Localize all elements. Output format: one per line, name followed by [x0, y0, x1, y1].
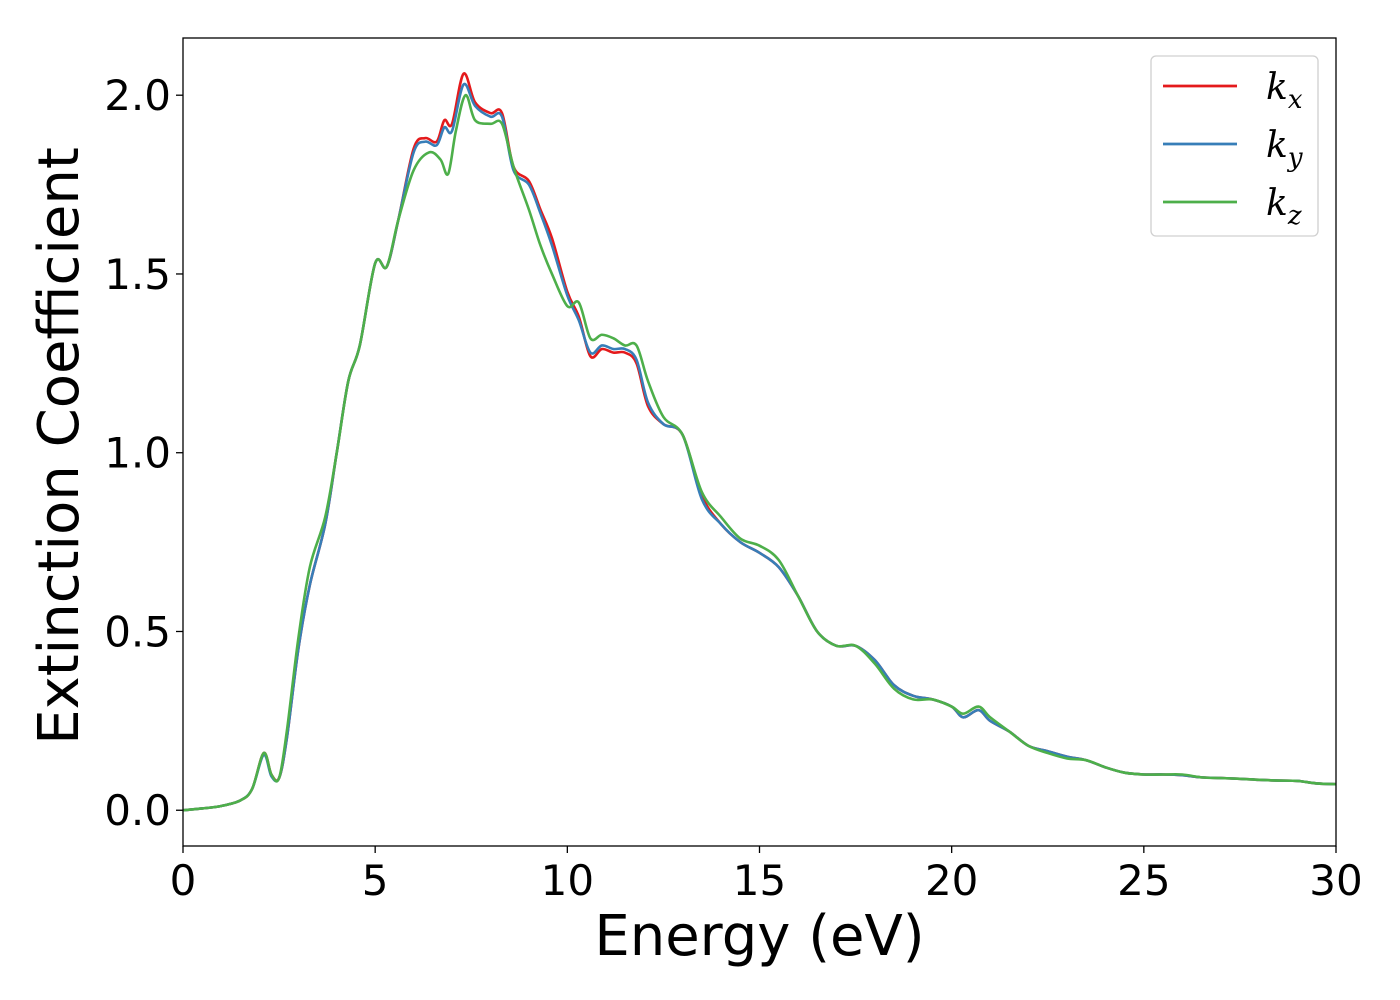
legend-label-subscript: z — [1287, 201, 1302, 231]
x-axis: 0 5 10 15 20 25 30 — [170, 846, 1363, 905]
x-tick-label: 30 — [1309, 856, 1362, 905]
legend-label-y: ky — [1266, 125, 1303, 173]
legend-label-subscript: y — [1287, 143, 1303, 173]
x-tick-label: 25 — [1117, 856, 1170, 905]
legend-label-base: k — [1266, 183, 1288, 224]
legend-box — [1150, 55, 1319, 237]
plot-lines — [182, 72, 1337, 812]
x-tick-label: 10 — [541, 856, 594, 905]
legend-label-subscript: x — [1288, 85, 1303, 115]
legend-label-z: kz — [1266, 183, 1302, 231]
y-axis: 0.0 0.5 1.0 1.5 2.0 — [104, 71, 183, 835]
legend-label-base: k — [1266, 125, 1288, 166]
y-tick-label: 1.5 — [104, 250, 171, 299]
y-tick-label: 2.0 — [104, 71, 171, 120]
x-tick-label: 20 — [925, 856, 978, 905]
x-tick-label: 0 — [170, 856, 197, 905]
x-axis-label: Energy (eV) — [594, 904, 924, 969]
y-tick-label: 0.5 — [104, 607, 171, 656]
series-line-z — [182, 93, 1337, 812]
legend-label-base: k — [1266, 67, 1288, 108]
y-tick-label: 0.0 — [104, 786, 171, 835]
y-axis-label: Extinction Coefficient — [27, 147, 92, 745]
x-tick-label: 5 — [362, 856, 389, 905]
y-tick-label: 1.0 — [104, 429, 171, 478]
legend-label-x: kx — [1266, 67, 1303, 115]
x-tick-label: 15 — [733, 856, 786, 905]
